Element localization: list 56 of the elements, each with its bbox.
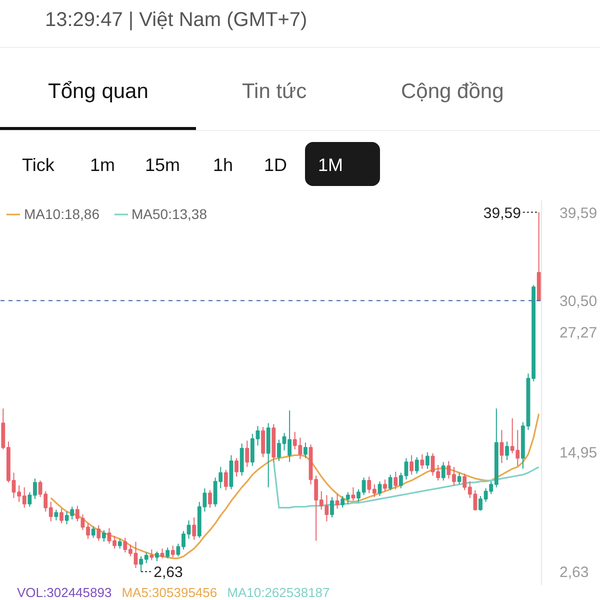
- candlestick: [441, 462, 446, 481]
- candlestick: [304, 442, 308, 459]
- candlestick: [160, 548, 164, 559]
- legend-label: MA50:13,38: [132, 206, 207, 222]
- ref-line-label: 30,50: [560, 293, 598, 310]
- candlestick: [426, 452, 430, 470]
- candlestick: [96, 524, 101, 542]
- candlestick: [457, 472, 462, 485]
- candlestick: [208, 490, 212, 508]
- candlestick: [245, 440, 250, 468]
- text: Tổng quan: [48, 79, 148, 105]
- candlestick: [54, 509, 58, 521]
- annotation: VOL:302445893: [17, 585, 112, 600]
- candlestick: [234, 458, 238, 478]
- candlestick: [414, 456, 419, 474]
- candlestick: [224, 469, 228, 491]
- candlestick: [410, 454, 414, 476]
- text: Tin tức: [242, 79, 307, 105]
- candlestick: [91, 526, 96, 538]
- candlestick: [420, 454, 424, 470]
- candlestick: [261, 426, 266, 458]
- annotation: MA10:262538187: [227, 585, 330, 600]
- candlestick: [192, 516, 196, 540]
- candlestick: [394, 471, 398, 490]
- candlestick: [150, 549, 154, 561]
- candlestick: [118, 538, 122, 550]
- text: 13:29:47 | Việt Nam (GMT+7): [45, 8, 308, 33]
- candlestick: [155, 550, 159, 562]
- text: 1D: [264, 154, 288, 177]
- y-tick-label: 14,95: [560, 444, 598, 462]
- candlestick: [102, 530, 106, 542]
- text: 1h: [213, 154, 234, 177]
- y-tick-label: 2,63: [560, 564, 589, 582]
- annotation: 39,59: [483, 204, 521, 222]
- text: Cộng đồng: [401, 79, 504, 105]
- annotation: 2,63: [154, 564, 183, 582]
- candlestick: [60, 508, 64, 524]
- legend-label: MA10:18,86: [24, 206, 100, 222]
- candlestick: [505, 441, 509, 461]
- text: 15m: [145, 154, 180, 177]
- text: Tick: [22, 154, 54, 177]
- text: 1M: [318, 154, 344, 177]
- text: 1m: [90, 154, 116, 177]
- candlestick: [330, 496, 334, 518]
- y-tick-label: 27,27: [560, 324, 598, 342]
- candlestick: [335, 494, 340, 510]
- candlestick: [351, 486, 356, 502]
- annotation: MA5:305395456: [122, 585, 218, 600]
- candlestick: [240, 443, 244, 476]
- candlestick: [383, 479, 387, 492]
- candlestick: [500, 429, 504, 464]
- candlestick: [170, 545, 175, 558]
- line-series: [50, 413, 540, 560]
- candlestick: [166, 547, 170, 559]
- y-tick-label: 39,59: [560, 204, 598, 222]
- candlestick: [388, 474, 392, 491]
